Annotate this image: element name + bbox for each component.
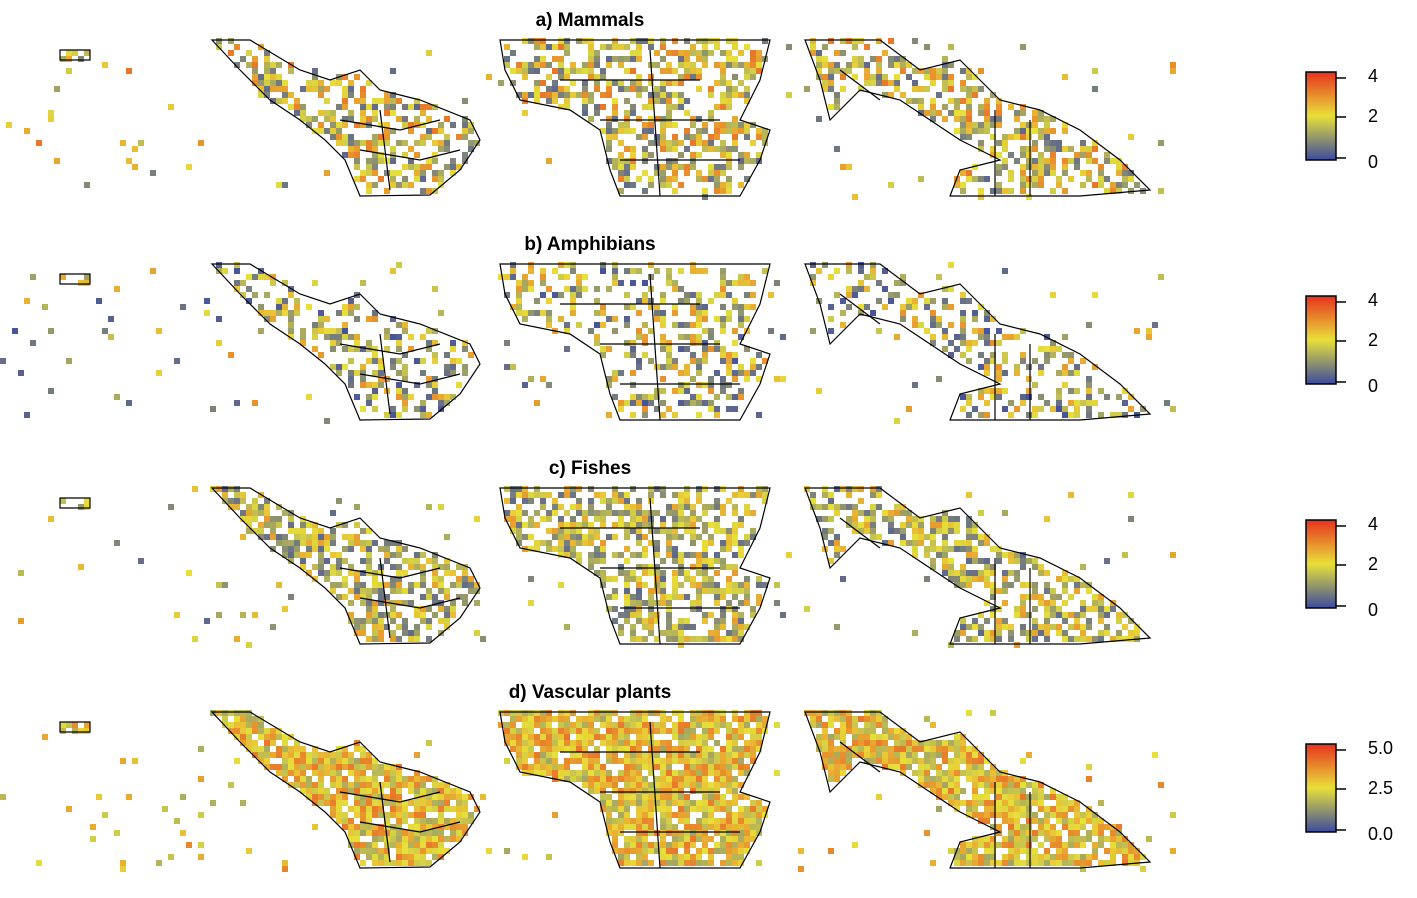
panel-title: d) Vascular plants: [508, 682, 672, 703]
legend-tick-mid: 2: [1368, 106, 1379, 126]
richness-map: [6, 38, 1176, 200]
panel-fishes: c) Fishes 4 2 0: [0, 458, 1417, 674]
panel-mammals: a) Mammals 4 2 0: [0, 10, 1417, 226]
color-ramp: [1305, 519, 1337, 609]
richness-cells: [0, 262, 1176, 424]
legend-tick-high: 4: [1368, 66, 1379, 86]
panel-title: a) Mammals: [535, 10, 645, 31]
color-ramp: [1305, 295, 1337, 385]
legend-tick-high: 4: [1368, 290, 1379, 310]
country-boundaries: [59, 263, 1152, 421]
legend-tick-mid: 2: [1368, 554, 1379, 574]
color-ramp: [1305, 71, 1337, 161]
richness-cells: [0, 710, 1176, 872]
richness-map: [0, 262, 1176, 424]
panel-title: b) Amphibians: [524, 234, 656, 255]
color-legend: [1305, 519, 1346, 609]
legend-tick-low: 0: [1368, 152, 1379, 172]
legend-tick-mid: 2: [1368, 330, 1379, 350]
color-legend: [1305, 743, 1346, 833]
panel-vascular-plants: d) Vascular plants 5.0 2.5 0.0: [0, 682, 1417, 898]
color-legend: [1305, 71, 1346, 161]
richness-cells: [18, 486, 1176, 648]
color-legend: [1305, 295, 1346, 385]
color-ramp: [1305, 743, 1337, 833]
panel-amphibians: b) Amphibians 4 2 0: [0, 234, 1417, 450]
panel-title: c) Fishes: [548, 458, 632, 479]
country-boundaries: [59, 487, 1152, 645]
legend-tick-low: 0.0: [1368, 824, 1394, 844]
country-boundaries: [59, 39, 1152, 197]
richness-map: [0, 710, 1176, 872]
legend-tick-high: 5.0: [1368, 738, 1394, 758]
legend-tick-mid: 2.5: [1368, 778, 1394, 798]
legend-tick-high: 4: [1368, 514, 1379, 534]
richness-cells: [6, 38, 1176, 200]
richness-map: [18, 486, 1176, 648]
legend-tick-low: 0: [1368, 376, 1379, 396]
legend-tick-low: 0: [1368, 600, 1379, 620]
